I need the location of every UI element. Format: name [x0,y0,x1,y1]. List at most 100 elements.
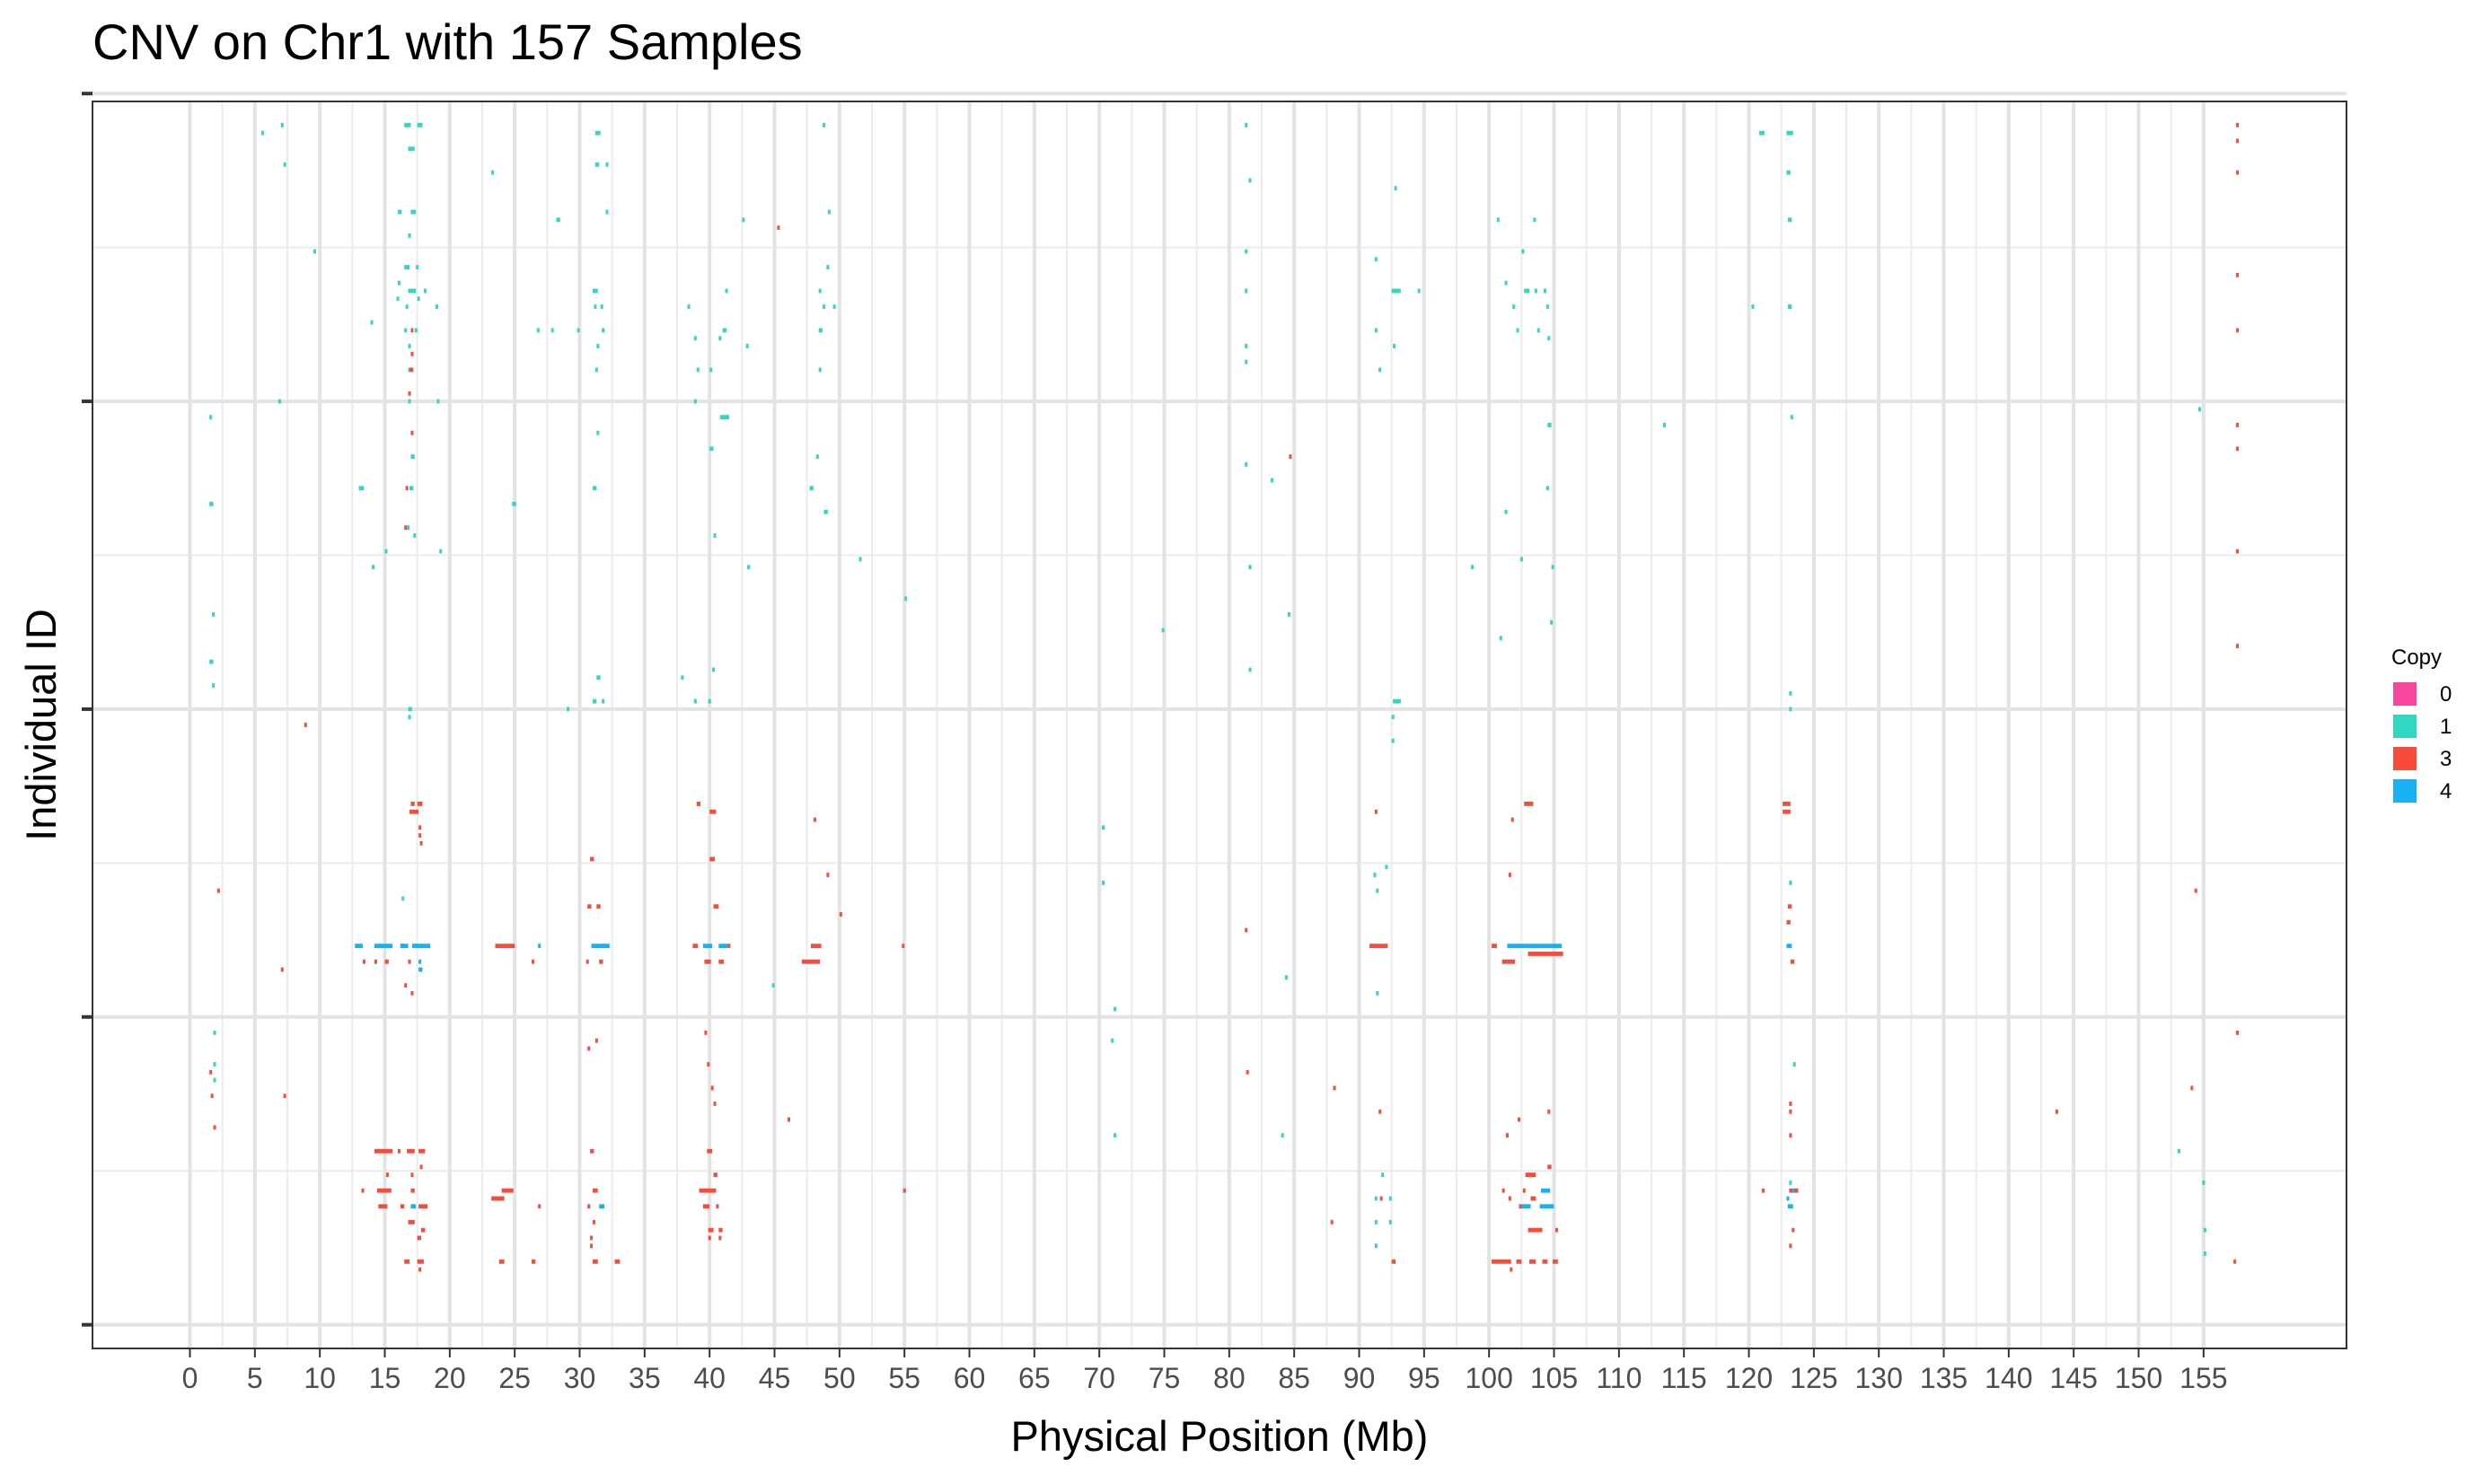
cnv-segment [361,1188,365,1193]
cnv-segment [1245,344,1248,348]
x-tick-label: 135 [1920,1362,1968,1394]
cnv-segment [605,209,609,215]
cnv-segment [1516,328,1519,333]
cnv-segment [904,596,908,602]
cnv-segment [577,328,580,333]
x-tick-label: 125 [1790,1362,1837,1394]
cnv-segment [408,715,411,720]
cnv-segment [414,328,418,333]
cnv-segment [1554,1227,1558,1233]
cnv-segment [826,873,830,877]
cnv-segment [696,367,700,373]
cnv-segment [1536,328,1540,333]
cnv-segment [410,430,414,435]
cnv-segment [693,698,697,704]
cnv-segment [596,904,601,909]
cnv-segment [1391,1259,1396,1264]
cnv-segment [809,486,814,491]
cnv-segment [408,399,411,404]
cnv-segment [409,486,414,491]
legend-key-4 [2393,779,2417,803]
cnv-segment [1161,628,1165,633]
cnv-segment [585,959,589,964]
cnv-segment [605,162,609,167]
cnv-segment [1539,1204,1554,1209]
x-tick-label: 110 [1596,1362,1642,1394]
cnv-segment [374,944,393,949]
cnv-segment [1786,170,1791,175]
cnv-segment [1519,1204,1522,1209]
cnv-segment [1792,1062,1796,1067]
cnv-segment [410,1172,414,1178]
cnv-segment [1541,1188,1551,1193]
cnv-segment [372,565,375,570]
cnv-segment [902,1188,906,1193]
cnv-segment [397,280,401,285]
cnv-segment [818,367,822,373]
cnv-segment [1374,1243,1378,1249]
cnv-segment [596,675,601,681]
cnv-segment [1787,304,1792,309]
cnv-segment [602,328,605,333]
cnv-segment [2236,1030,2240,1035]
cnv-segment [777,225,780,231]
cnv-segment [418,833,422,838]
cnv-segment [1505,1133,1509,1138]
cnv-segment [531,959,534,964]
minor-gridlines [92,101,2346,1348]
cnv-segment [2236,644,2240,649]
legend-key-0 [2393,682,2417,706]
cnv-segment [702,1204,710,1209]
cnv-segment [1789,707,1792,712]
cnv-segment [858,557,862,562]
cnv-segment [1551,565,1554,570]
legend-label-4: 4 [2440,779,2452,803]
cnv-segment [1787,217,1792,223]
cnv-segment [1751,304,1755,309]
x-axis-title: Physical Position (Mb) [1011,1412,1429,1460]
cnv-segment [418,967,423,972]
cnv-segment [396,296,400,302]
cnv-segment [404,1259,409,1264]
cnv-segment [1786,1196,1790,1201]
cnv-segment [2194,888,2197,893]
cnv-segment [212,612,216,617]
cnv-segment [1528,952,1563,956]
cnv-segment [1550,619,1554,625]
cnv-segment [538,1204,541,1209]
cnv-segment [2236,272,2240,277]
cnv-segment [594,162,600,167]
cnv-segment [827,209,831,215]
cnv-segment [2190,1085,2194,1091]
cnv-segment [261,130,265,136]
cnv-segment [742,217,745,223]
cnv-segment [1501,959,1516,964]
cnv-segment [704,959,711,964]
cnv-segment [491,170,495,175]
cnv-segment [707,1062,710,1067]
cnv-segment [1522,1188,1526,1193]
cnv-segment [1512,304,1516,309]
cnv-segment [681,675,684,681]
cnv-segment [1381,1172,1385,1178]
x-tick-label: 95 [1408,1362,1440,1394]
cnv-segment [213,1125,216,1130]
cnv-segment [2236,423,2240,427]
x-tick-label: 30 [564,1362,596,1394]
cnv-segment [404,265,409,270]
legend-title: Copy [2391,645,2442,670]
x-tick-label: 105 [1530,1362,1578,1394]
cnv-segment [1492,944,1497,949]
cnv-segment [421,1227,426,1233]
x-tick-label: 15 [369,1362,401,1394]
cnv-segment [1504,509,1508,514]
cnv-segment [1470,565,1474,570]
cnv-segment [1248,667,1252,672]
cnv-segment [405,486,409,491]
x-tick-label: 155 [2179,1362,2227,1394]
cnv-segment [1114,1006,1117,1012]
cnv-segment [1369,944,1388,949]
x-tick-label: 145 [2050,1362,2098,1394]
cnv-segment [1786,130,1793,136]
